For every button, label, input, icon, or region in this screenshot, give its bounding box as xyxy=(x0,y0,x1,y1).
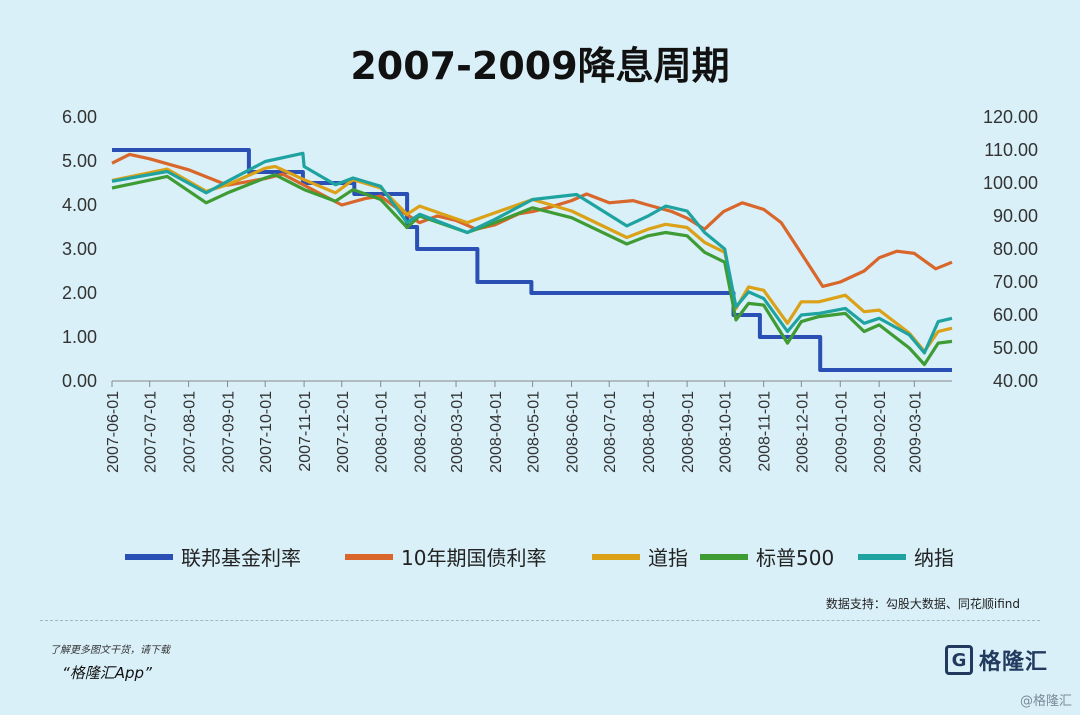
x-tick-label: 2009-01-01 xyxy=(833,391,850,473)
y-right-tick-label: 80.00 xyxy=(993,239,1038,259)
x-tick-label: 2008-11-01 xyxy=(757,391,774,472)
x-tick-label: 2008-09-01 xyxy=(680,391,697,473)
x-tick-label: 2008-05-01 xyxy=(526,391,543,473)
legend-label: 纳指 xyxy=(914,546,954,570)
series-line-3 xyxy=(111,173,953,367)
y-right-tick-label: 60.00 xyxy=(993,305,1038,325)
x-tick-label: 2008-08-01 xyxy=(641,391,658,473)
x-tick-label: 2008-01-01 xyxy=(374,391,391,473)
y-right-tick-label: 40.00 xyxy=(993,371,1038,391)
series-line-4 xyxy=(111,151,953,355)
y-right-tick-label: 50.00 xyxy=(993,338,1038,358)
x-tick-label: 2007-06-01 xyxy=(105,391,122,473)
x-tick-label: 2009-02-01 xyxy=(872,391,889,473)
y-right-tick-label: 100.00 xyxy=(983,173,1038,193)
x-tick-label: 2008-10-01 xyxy=(718,391,735,473)
x-tick-label: 2008-03-01 xyxy=(449,391,466,473)
logo-text: 格隆汇 xyxy=(979,650,1049,675)
y-left-tick-label: 3.00 xyxy=(62,239,97,259)
x-tick-label: 2008-04-01 xyxy=(488,391,505,473)
legend-label: 10年期国债利率 xyxy=(401,546,546,570)
series-line-2 xyxy=(111,164,953,353)
x-tick-label: 2008-12-01 xyxy=(794,391,811,473)
logo-icon: G xyxy=(945,645,973,675)
rate-cut-cycle-chart: 0.00 1.00 2.00 3.00 4.00 5.00 6.00 40.00 50.00 60… xyxy=(62,107,1038,570)
y-left-tick-label: 6.00 xyxy=(62,107,97,127)
legend-label: 道指 xyxy=(648,546,688,570)
legend-label: 联邦基金利率 xyxy=(181,546,301,570)
y-right-tick-label: 110.00 xyxy=(984,140,1038,160)
brand-logo: G 格隆汇 xyxy=(945,640,1048,680)
y-left-tick-label: 2.00 xyxy=(62,283,97,303)
x-tick-label: 2009-03-01 xyxy=(907,391,924,473)
x-tick-label: 2007-11-01 xyxy=(297,391,314,472)
x-tick-label: 2008-02-01 xyxy=(413,391,430,473)
x-tick-label: 2008-06-01 xyxy=(565,391,582,473)
x-tick-label: 2007-07-01 xyxy=(143,391,160,473)
x-tick-label: 2007-10-01 xyxy=(258,391,275,473)
x-tick-label: 2007-09-01 xyxy=(221,391,238,473)
y-right-tick-label: 120.00 xyxy=(983,107,1038,127)
x-tick-label: 2007-08-01 xyxy=(182,391,199,473)
y-left-tick-label: 4.00 xyxy=(62,195,97,215)
download-prompt: 了解更多图文干货，请下载 xyxy=(50,645,170,656)
y-right-tick-label: 70.00 xyxy=(993,272,1038,292)
app-name: “格隆汇App” xyxy=(62,664,152,682)
x-tick-label: 2007-12-01 xyxy=(335,391,352,473)
page-title: 2007-2009降息周期 xyxy=(350,44,730,88)
y-left-tick-label: 5.00 xyxy=(62,151,97,171)
series-line-1 xyxy=(111,152,953,288)
y-right-tick-label: 90.00 xyxy=(993,206,1038,226)
watermark: @格隆汇 xyxy=(1019,694,1072,709)
y-left-tick-label: 1.00 xyxy=(62,327,97,347)
footer-divider xyxy=(40,620,1040,621)
x-tick-label: 2008-07-01 xyxy=(602,391,619,473)
legend-label: 标普500 xyxy=(756,546,834,570)
source-note: 数据支持：勾股大数据、同花顺ifind xyxy=(825,597,1020,611)
y-left-tick-label: 0.00 xyxy=(62,371,97,391)
